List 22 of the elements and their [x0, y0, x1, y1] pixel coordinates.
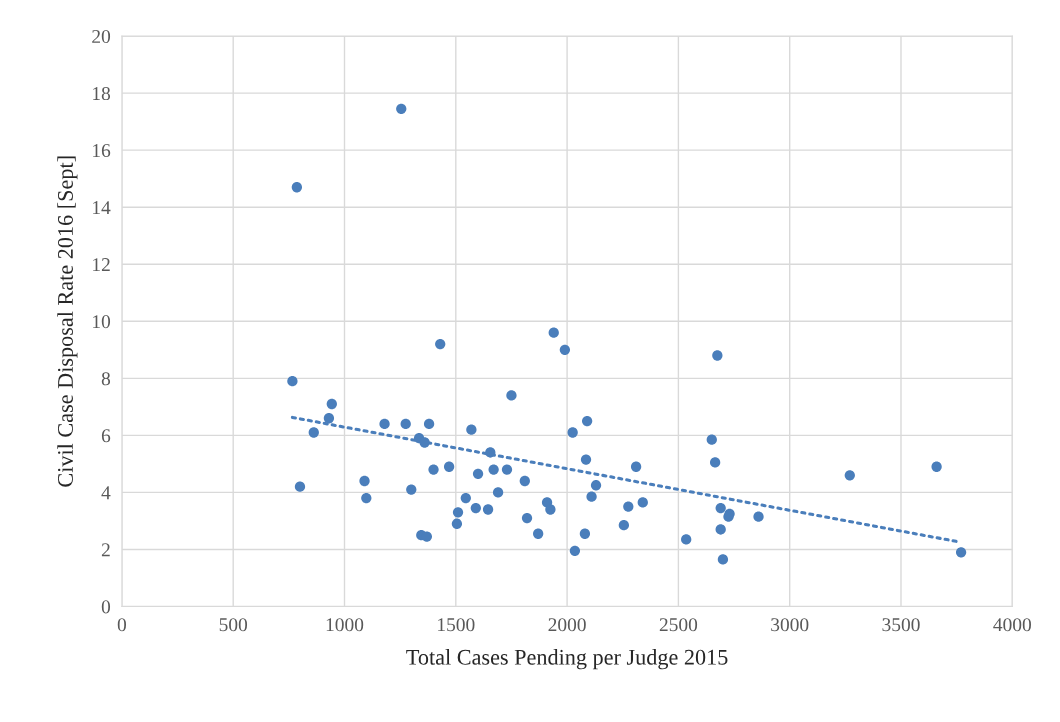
y-tick-label: 12	[93, 258, 110, 271]
x-tick-label: 2000	[548, 618, 586, 632]
x-tick-label: 1000	[326, 618, 364, 632]
x-tick-label: 1500	[438, 618, 475, 632]
y-tick-label: 2	[101, 543, 110, 557]
x-tick-label: 2500	[659, 618, 698, 632]
x-tick-label: 500	[219, 618, 248, 632]
y-tick-label: 20	[92, 29, 111, 44]
y-tick-label: 18	[93, 86, 111, 101]
y-tick-label: 4	[101, 486, 111, 500]
x-axis-title: Total Cases Pending per Judge 2015	[406, 649, 728, 670]
y-tick-label: 14	[93, 201, 111, 214]
x-tick-label: 3500	[882, 618, 920, 632]
y-tick-label: 10	[93, 315, 111, 329]
x-tick-label: 0	[117, 618, 127, 632]
y-tick-label: 6	[101, 429, 111, 443]
y-tick-label: 0	[101, 600, 111, 614]
y-tick-label: 16	[93, 144, 111, 158]
y-tick-label: 8	[101, 372, 111, 386]
y-axis-title: Civil Case Disposal Rate 2016 [Sept]	[57, 156, 78, 487]
x-tick-label: 4000	[993, 618, 1031, 632]
x-tick-label: 3000	[771, 618, 809, 632]
